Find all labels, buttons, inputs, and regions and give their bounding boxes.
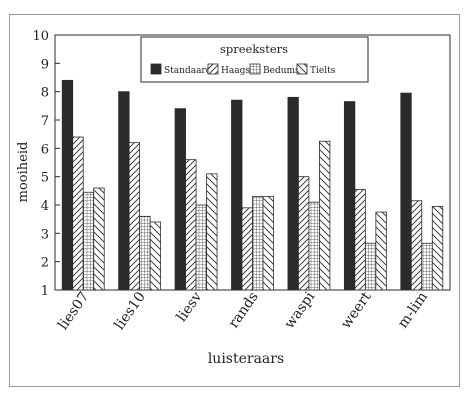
bar-tielts-lies10 <box>149 221 162 291</box>
legend: spreeksters Standaard Haags Bedums Tielts <box>140 36 369 83</box>
x-tick-label: lies10 <box>112 289 149 333</box>
bar-haags-weert <box>354 189 366 291</box>
legend-label-haags: Haags <box>221 66 250 76</box>
bar-standaard-liesv <box>174 108 186 291</box>
bar-tielts-weert <box>375 211 387 291</box>
y-tick-label: 5 <box>41 171 49 186</box>
bar-standaard-rands <box>231 99 243 291</box>
bar-bedums-m-lim <box>421 242 433 291</box>
legend-swatch-tielts <box>296 63 308 75</box>
y-axis-label: mooiheid <box>16 142 31 203</box>
bar-tielts-waspi <box>319 140 331 291</box>
bar-standaard-weert <box>343 101 356 291</box>
x-tick-label: lies07 <box>55 289 92 333</box>
chart-frame: 1 2 3 4 5 6 7 8 9 10 lies07 lies10 liesv rands waspi we… <box>9 14 460 387</box>
bar-bedums-liesv <box>195 204 207 291</box>
legend-swatch-bedums <box>249 63 261 75</box>
bar-standaard-lies07 <box>61 79 74 291</box>
bar-bedums-waspi <box>308 201 320 291</box>
legend-title: spreeksters <box>220 42 288 56</box>
legend-swatch-haags <box>207 63 219 75</box>
bar-bedums-weert <box>364 242 377 291</box>
bar-standaard-lies10 <box>118 91 130 291</box>
bar-haags-waspi <box>298 176 310 291</box>
x-tick-label: rands <box>226 289 262 331</box>
bar-tielts-rands <box>262 196 274 291</box>
bar-tielts-liesv <box>206 173 218 291</box>
bar-haags-m-lim <box>410 200 423 291</box>
bar-tielts-lies07 <box>93 187 105 291</box>
y-tick-label: 9 <box>41 57 49 72</box>
bar-haags-lies10 <box>128 142 141 291</box>
bar-bedums-lies07 <box>82 191 95 291</box>
y-tick-label: 7 <box>41 114 49 129</box>
y-tick-label: 4 <box>41 199 49 214</box>
y-tick-label: 8 <box>41 86 49 101</box>
bar-haags-liesv <box>185 159 197 291</box>
x-tick-label: m-lim <box>395 289 431 331</box>
x-tick-label: waspi <box>282 289 319 332</box>
y-tick-label: 6 <box>41 142 49 157</box>
bar-standaard-m-lim <box>400 92 412 291</box>
bar-bedums-lies10 <box>139 215 151 291</box>
bar-haags-lies07 <box>72 136 84 291</box>
legend-label-standaard: Standaard <box>164 66 212 76</box>
bar-tielts-m-lim <box>431 206 444 291</box>
bar-haags-rands <box>241 207 253 291</box>
bar-bedums-rands <box>252 196 264 291</box>
legend-box <box>140 36 369 83</box>
y-tick-label: 1 <box>41 284 49 299</box>
legend-label-tielts: Tielts <box>310 66 336 76</box>
bar-chart: 1 2 3 4 5 6 7 8 9 10 lies07 lies10 liesv rands waspi we… <box>16 29 451 367</box>
y-tick-label: 10 <box>32 29 49 44</box>
bar-standaard-waspi <box>287 96 299 291</box>
x-tick-label: liesv <box>174 289 206 325</box>
y-tick-label: 3 <box>41 227 49 242</box>
y-tick-label: 2 <box>41 256 49 271</box>
x-axis-label: luisteraars <box>208 351 284 367</box>
x-tick-label: weert <box>338 289 375 332</box>
legend-label-bedums: Bedums <box>263 66 300 76</box>
legend-swatch-standaard <box>150 63 162 75</box>
